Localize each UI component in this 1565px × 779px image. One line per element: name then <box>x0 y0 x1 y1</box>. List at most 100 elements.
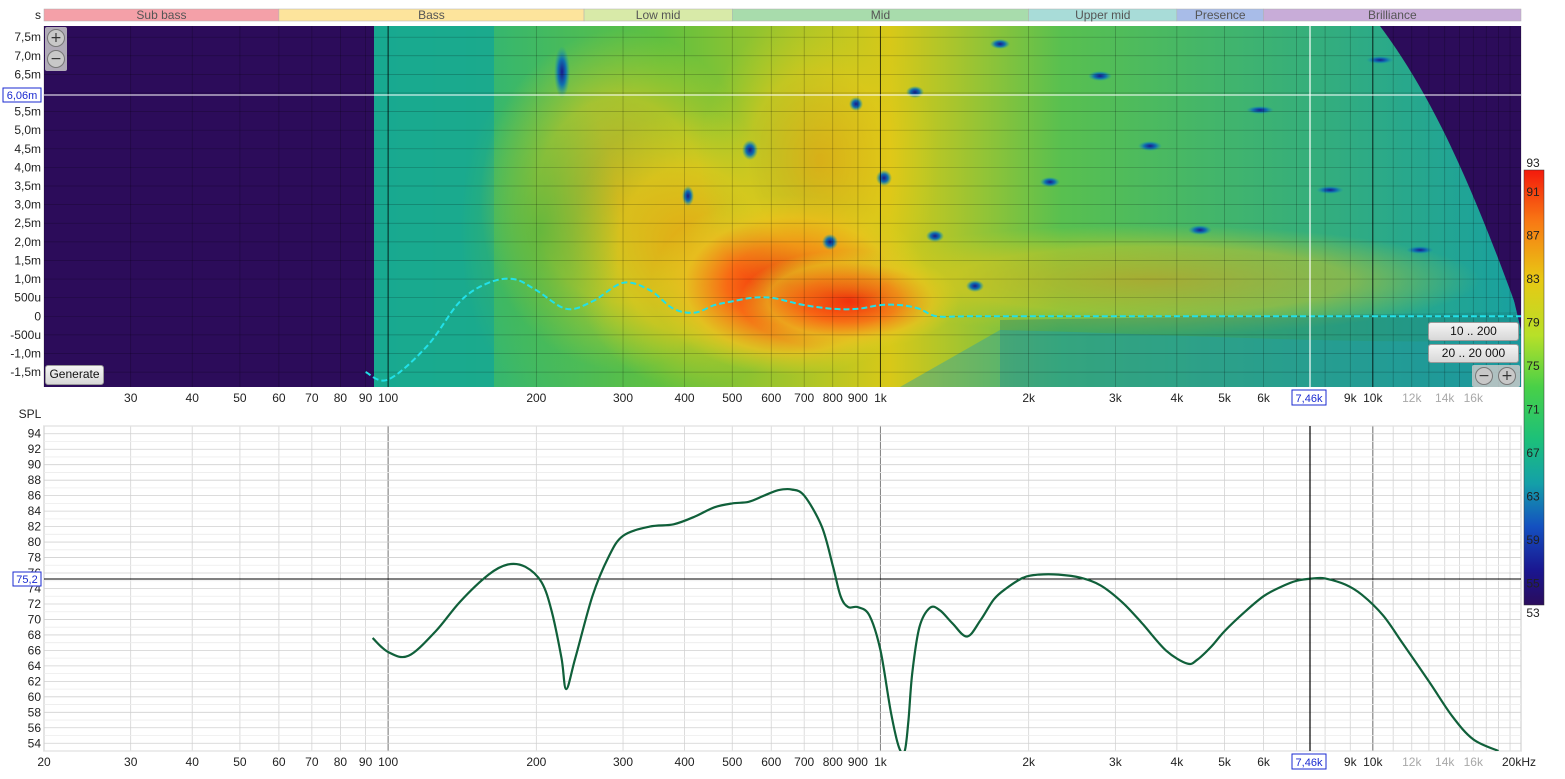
spec-y-tick-label: 7,5m <box>14 30 41 44</box>
spl-y-tick-label: 62 <box>28 674 42 688</box>
freq-tick-label: 5k <box>1218 755 1232 769</box>
freq-tick-label: 400 <box>675 755 695 769</box>
spl-y-tick-label: 56 <box>28 721 42 735</box>
zoom-out-horizontal-icon[interactable]: − <box>1475 367 1493 385</box>
freq-tick-label: 800 <box>823 391 843 405</box>
freq-tick-label: 400 <box>675 391 695 405</box>
spectrogram-heat-fill <box>374 26 1521 387</box>
spl-y-tick-label: 68 <box>28 628 42 642</box>
freq-tick-label: 60 <box>272 755 286 769</box>
spec-y-tick-label: 4,0m <box>14 160 41 174</box>
spec-y-tick-label: 1,5m <box>14 253 41 267</box>
colorbar-tick-label: 79 <box>1526 315 1540 329</box>
zoom-in-icon[interactable]: + <box>47 29 65 47</box>
spec-y-tick-label: 2,5m <box>14 216 41 230</box>
freq-tick-label: 12k <box>1402 755 1422 769</box>
freq-tick-label: 500 <box>722 755 742 769</box>
spec-y-tick-label: 3,5m <box>14 179 41 193</box>
spl-y-tick-label: 58 <box>28 705 42 719</box>
time-cursor-readout: 6,06m <box>2 87 42 103</box>
spectrogram-plot: 7,5m7,0m6,5m6,0m5,5m5,0m4,5m4,0m3,5m3,0m… <box>10 26 1522 387</box>
spl-y-tick-label: 92 <box>28 442 42 456</box>
colorbar: 93 91 87 83 79 75 71 67 63 59 55 53 <box>1523 156 1545 620</box>
freq-tick-label: 2k <box>1022 391 1036 405</box>
range-20-20000-button[interactable]: 20 .. 20 000 <box>1428 344 1519 363</box>
colorbar-tick-label: 63 <box>1526 489 1540 503</box>
frequency-band-header: Sub bass Bass Low mid Mid Upper mid Presence B… <box>43 8 1522 22</box>
spl-grid <box>43 425 1522 752</box>
spl-y-tick-label: 78 <box>28 551 42 565</box>
colorbar-ticks: 93 91 87 83 79 75 71 67 63 59 55 53 <box>1526 156 1540 620</box>
freq-tick-label: 200 <box>526 391 546 405</box>
spl-y-tick-label: 90 <box>28 458 42 472</box>
spec-y-tick-label: -500u <box>10 328 41 342</box>
freq-tick-label: 100 <box>378 391 398 405</box>
spl-y-axis: 5456586062646668707274767880828486889092… <box>28 427 42 751</box>
spl-y-tick-label: 88 <box>28 473 42 487</box>
freq-tick-label: 500 <box>722 391 742 405</box>
freq-cursor-value-bottom: 7,46k <box>1296 757 1323 769</box>
time-axis-unit: s <box>35 8 41 22</box>
zoom-out-icon[interactable]: − <box>47 50 65 68</box>
freq-cursor-value-top: 7,46k <box>1296 393 1323 405</box>
freq-tick-label: 16k <box>1464 755 1484 769</box>
freq-cursor-readout-bottom: 7,46k <box>1291 753 1327 770</box>
generate-button[interactable]: Generate <box>45 365 104 385</box>
freq-tick-label: 90 <box>359 391 373 405</box>
band-label: Sub bass <box>136 8 186 22</box>
freq-tick-label: 6k <box>1257 755 1271 769</box>
spl-y-tick-label: 60 <box>28 690 42 704</box>
freq-tick-label: 300 <box>613 755 633 769</box>
band-label: Mid <box>871 8 890 22</box>
impulse-overlay-line <box>365 277 1521 382</box>
spl-y-tick-label: 82 <box>28 520 42 534</box>
freq-tick-label: 14k <box>1435 391 1455 405</box>
freq-tick-label: 10k <box>1363 391 1383 405</box>
freq-tick-label: 80 <box>334 391 348 405</box>
freq-tick-label: 700 <box>794 755 814 769</box>
freq-tick-label: 20kHz <box>1502 755 1536 769</box>
freq-tick-label: 900 <box>848 391 868 405</box>
colorbar-gradient <box>1523 169 1545 606</box>
freq-tick-label: 300 <box>613 391 633 405</box>
spec-y-tick-label: -1,0m <box>10 347 41 361</box>
freq-tick-label: 50 <box>233 391 247 405</box>
spec-y-tick-label: 3,0m <box>14 198 41 212</box>
band-label: Low mid <box>636 8 681 22</box>
band-segment <box>1263 8 1522 22</box>
spectrogram-y-axis: 7,5m7,0m6,5m6,0m5,5m5,0m4,5m4,0m3,5m3,0m… <box>10 30 41 379</box>
spl-y-tick-label: 72 <box>28 597 42 611</box>
colorbar-tick-label: 87 <box>1526 228 1540 242</box>
spl-response-line <box>371 487 1499 751</box>
band-label: Brilliance <box>1368 8 1417 22</box>
spec-y-tick-label: 500u <box>14 291 41 305</box>
freq-tick-label: 3k <box>1109 391 1123 405</box>
freq-tick-label: 2k <box>1022 755 1036 769</box>
freq-tick-label: 9k <box>1344 391 1358 405</box>
freq-tick-label: 70 <box>305 755 319 769</box>
freq-tick-label: 90 <box>359 755 373 769</box>
band-label: Bass <box>418 8 445 22</box>
freq-tick-label: 16k <box>1464 391 1484 405</box>
spl-y-tick-label: 86 <box>28 489 42 503</box>
freq-tick-label: 600 <box>761 755 781 769</box>
freq-tick-label: 40 <box>186 391 200 405</box>
freq-tick-label: 3k <box>1109 755 1123 769</box>
spec-y-tick-label: 1,0m <box>14 272 41 286</box>
zoom-in-horizontal-icon[interactable]: + <box>1498 367 1516 385</box>
spl-axis-label: SPL <box>19 407 42 421</box>
spec-y-tick-label: -1,5m <box>10 365 41 379</box>
freq-tick-label: 600 <box>761 391 781 405</box>
colorbar-tick-label: 91 <box>1526 185 1540 199</box>
colorbar-tick-label: 71 <box>1526 402 1540 416</box>
freq-tick-label: 900 <box>848 755 868 769</box>
freq-tick-label: 80 <box>334 755 348 769</box>
band-label: Upper mid <box>1075 8 1130 22</box>
range-10-200-button[interactable]: 10 .. 200 <box>1428 322 1519 341</box>
freq-tick-label: 6k <box>1257 391 1271 405</box>
spec-y-tick-label: 5,5m <box>14 105 41 119</box>
freq-tick-label: 14k <box>1435 755 1455 769</box>
freq-tick-label: 50 <box>233 755 247 769</box>
